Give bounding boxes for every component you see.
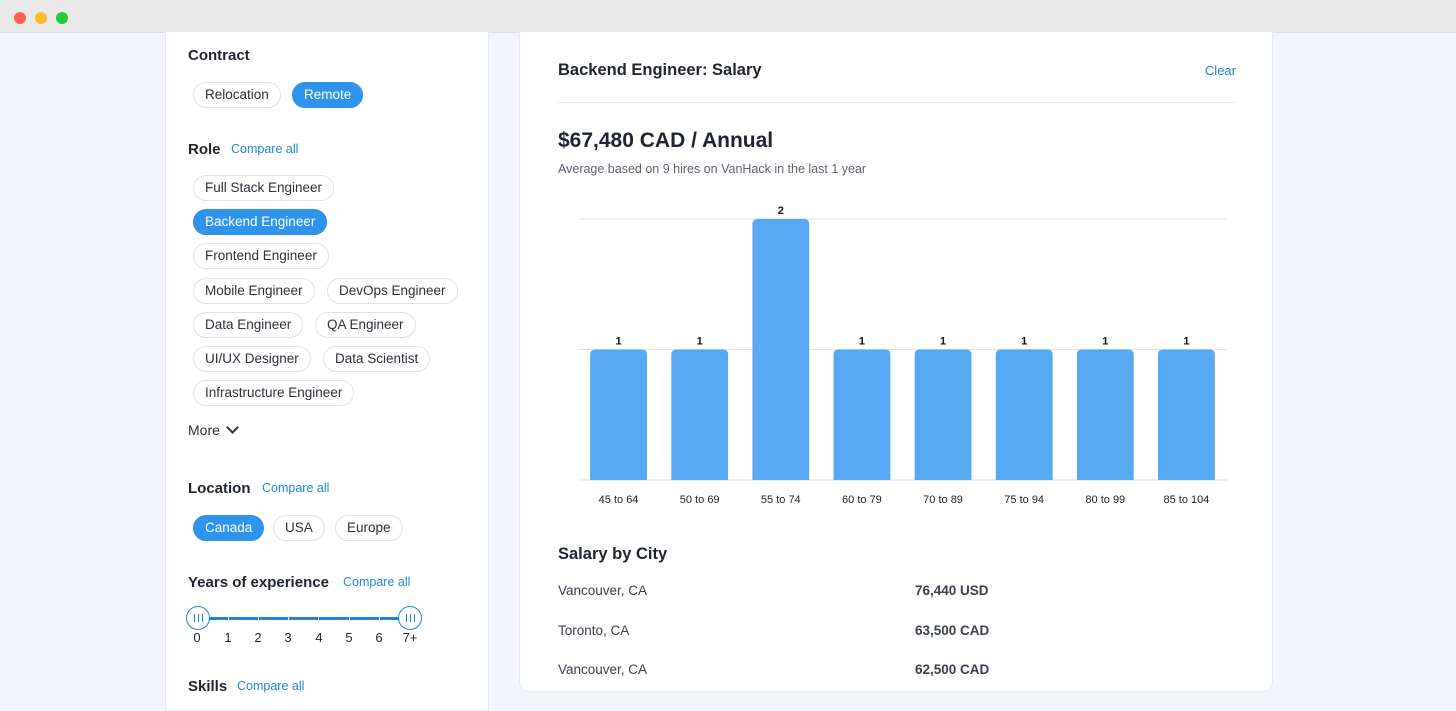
chart-bar: [752, 219, 810, 480]
chip-mobile-engineer[interactable]: Mobile Engineer: [193, 278, 315, 304]
bar-data-label: 1: [1183, 336, 1189, 348]
bar-data-label: 1: [940, 336, 946, 348]
bar-data-label: 1: [1021, 336, 1027, 348]
chart-bar: [1076, 349, 1134, 480]
more-label: More: [188, 422, 220, 438]
bar-data-label: 1: [1102, 336, 1108, 348]
chevron-down-icon: [226, 421, 239, 434]
chip-europe[interactable]: Europe: [335, 515, 403, 541]
bar-data-label: 1: [697, 336, 703, 348]
experience-label-3: 3: [284, 630, 292, 645]
city-salary: 76,440 USD: [915, 583, 989, 598]
city-name: Vancouver, CA: [558, 583, 648, 598]
x-tick-label: 60 to 79: [842, 494, 882, 506]
slider-tick: [379, 616, 380, 621]
city-row: Toronto, CA 63,500 CAD: [558, 623, 1238, 643]
chart-bar: [590, 349, 647, 480]
skills-compare-all-link[interactable]: Compare all: [237, 679, 305, 693]
x-tick-label: 85 to 104: [1164, 494, 1210, 506]
card-title: Backend Engineer: Salary: [558, 61, 762, 79]
chip-qa-engineer[interactable]: QA Engineer: [315, 312, 416, 338]
city-row: Vancouver, CA 62,500 CAD: [558, 662, 1238, 682]
chart-bar: [914, 349, 972, 480]
chip-remote[interactable]: Remote: [292, 82, 364, 108]
role-title: Role: [188, 141, 221, 158]
experience-title: Years of experience: [188, 574, 329, 591]
city-salary: 63,500 CAD: [915, 623, 990, 638]
slider-tick: [288, 616, 289, 621]
city-name: Toronto, CA: [558, 623, 630, 638]
contract-title: Contract: [188, 47, 250, 64]
slider-tick: [228, 616, 229, 621]
experience-slider-track[interactable]: [198, 617, 410, 620]
experience-label-0: 0: [193, 630, 201, 645]
experience-label-2: 2: [254, 630, 262, 645]
chip-usa[interactable]: USA: [273, 515, 325, 541]
bar-data-label: 1: [859, 336, 865, 348]
chip-ui-ux-designer[interactable]: UI/UX Designer: [193, 346, 311, 372]
x-tick-label: 80 to 99: [1085, 494, 1125, 506]
city-salary: 62,500 CAD: [915, 662, 990, 677]
experience-max-handle[interactable]: [398, 606, 422, 630]
slider-tick: [349, 616, 350, 621]
close-window-icon[interactable]: [14, 12, 26, 24]
location-compare-all-link[interactable]: Compare all: [262, 481, 330, 495]
chip-infrastructure-engineer[interactable]: Infrastructure Engineer: [193, 380, 355, 406]
experience-min-handle[interactable]: [186, 606, 210, 630]
chip-data-engineer[interactable]: Data Engineer: [193, 312, 304, 338]
chip-canada[interactable]: Canada: [193, 515, 265, 541]
slider-tick: [318, 616, 319, 621]
experience-label-6: 6: [375, 630, 383, 645]
chart-bar: [833, 349, 891, 480]
skills-title: Skills: [188, 678, 228, 695]
chip-data-scientist[interactable]: Data Scientist: [323, 346, 431, 372]
salary-card: Backend Engineer: Salary Clear $67,480 C…: [519, 32, 1273, 692]
chart-bar: [671, 349, 729, 480]
x-tick-label: 70 to 89: [923, 494, 963, 506]
city-row: Vancouver, CA 76,440 USD: [558, 583, 1238, 603]
clear-button[interactable]: Clear: [1204, 63, 1236, 78]
location-title: Location: [188, 480, 251, 497]
filter-sidebar: Contract Relocation Remote Role Compare …: [165, 32, 489, 711]
chip-relocation[interactable]: Relocation: [193, 82, 281, 108]
role-compare-all-link[interactable]: Compare all: [231, 142, 299, 156]
window-titlebar: [0, 0, 1456, 33]
chip-full-stack-engineer[interactable]: Full Stack Engineer: [193, 175, 335, 201]
slider-tick: [258, 616, 259, 621]
chip-backend-engineer[interactable]: Backend Engineer: [193, 209, 328, 235]
chip-frontend-engineer[interactable]: Frontend Engineer: [193, 243, 329, 269]
chip-devops-engineer[interactable]: DevOps Engineer: [327, 278, 458, 304]
chart-bar: [995, 349, 1053, 480]
x-tick-label: 55 to 74: [761, 494, 801, 506]
x-tick-label: 50 to 69: [680, 494, 720, 506]
experience-label-1: 1: [224, 630, 232, 645]
experience-label-5: 5: [345, 630, 353, 645]
minimize-window-icon[interactable]: [35, 12, 47, 24]
x-tick-label: 75 to 94: [1004, 494, 1044, 506]
x-tick-label: 45 to 64: [599, 494, 639, 506]
more-roles-toggle[interactable]: More: [188, 421, 239, 438]
city-name: Vancouver, CA: [558, 662, 648, 677]
salary-note: Average based on 9 hires on VanHack in t…: [558, 162, 867, 176]
salary-histogram-chart: 1 45 to 64 1 50 to 69 2 55 to 74 1 60 to 79 1 70 …: [578, 205, 1227, 506]
experience-label-7plus: 7+: [402, 630, 418, 645]
experience-compare-all-link[interactable]: Compare all: [343, 575, 411, 589]
divider: [558, 102, 1238, 103]
city-section-title: Salary by City: [558, 545, 668, 563]
bar-data-label: 1: [616, 336, 622, 348]
bar-data-label: 2: [778, 205, 784, 217]
experience-label-4: 4: [315, 630, 323, 645]
average-salary: $67,480 CAD / Annual: [558, 129, 774, 152]
chart-bar: [1158, 349, 1215, 480]
maximize-window-icon[interactable]: [56, 12, 68, 24]
